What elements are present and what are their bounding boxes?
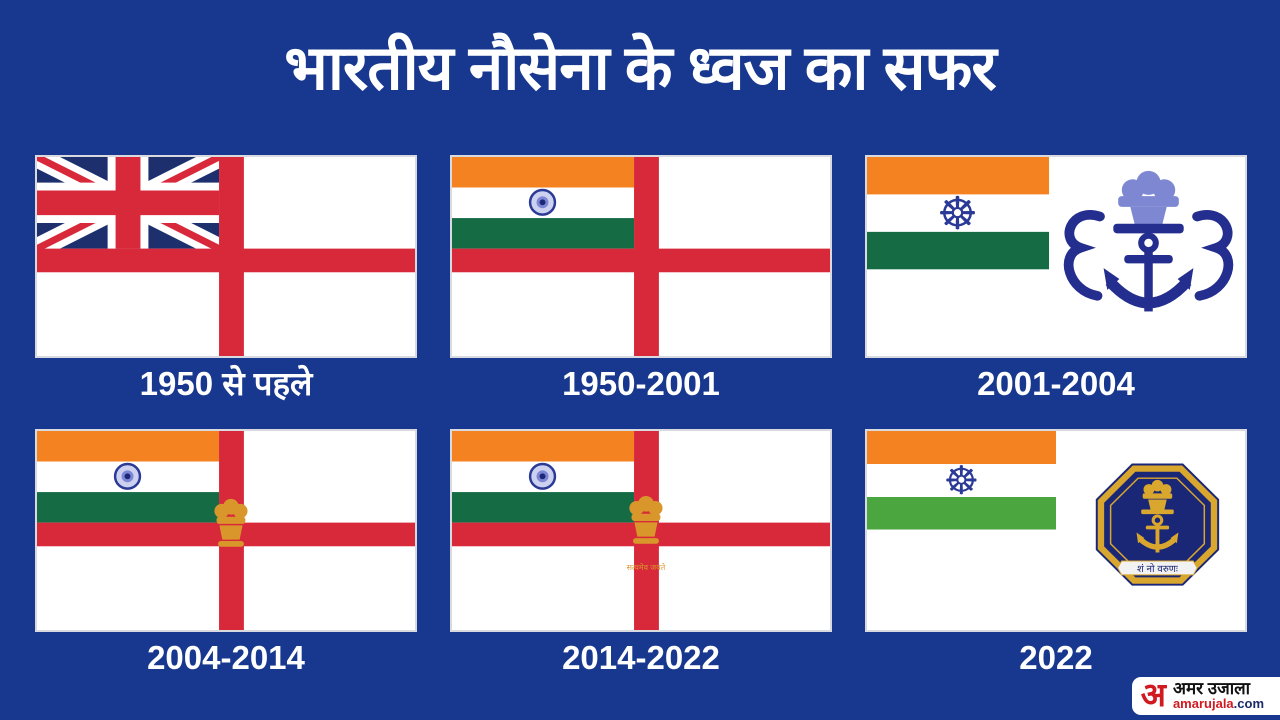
- ashoka-emblem-icon: [629, 495, 663, 544]
- tricolour-canton: ☸: [867, 431, 1056, 530]
- ashoka-chakra-icon: [528, 462, 557, 490]
- flag-white-ensign-ashoka-emblem-motto: सत्यमेव जयते: [450, 429, 832, 632]
- tricolour-canton: ☸: [867, 157, 1050, 270]
- flag-period-label: 2014-2022: [562, 639, 720, 676]
- st-george-cross: [452, 157, 830, 356]
- ashoka-emblem-icon: [214, 498, 248, 547]
- flag-card-2014-2022: सत्यमेव जयते 2014-2022: [450, 429, 832, 677]
- flag-grid: 1950 से पहले: [35, 155, 1247, 677]
- amarujala-name-hindi: अमर उजाला: [1172, 678, 1251, 698]
- ashoka-chakra-icon: ☸: [937, 188, 978, 239]
- tricolour-canton: [452, 157, 635, 249]
- flag-indian-white-ensign-1950: [450, 155, 832, 358]
- flag-card-2001-2004: ☸: [865, 155, 1247, 403]
- amarujala-logo: अ अमर उजाला amarujala.com: [1131, 676, 1280, 715]
- flag-period-label: 1950 से पहले: [139, 365, 313, 402]
- tricolour-canton: [452, 431, 635, 523]
- union-jack-canton: [37, 157, 224, 258]
- ashoka-chakra-icon: ☸: [944, 459, 980, 503]
- lion-capital: [1118, 170, 1179, 227]
- amarujala-domain-name: amarujala: [1172, 696, 1234, 712]
- gold-capital-anchor: [1136, 479, 1179, 553]
- naval-crest-icon: [1063, 170, 1234, 312]
- flag-card-2022: ☸: [865, 429, 1247, 677]
- page-title: भारतीय नौसेना के ध्वज का सफर: [284, 34, 997, 103]
- octagonal-crest-icon: शं नो वरुणः: [1095, 463, 1220, 586]
- flag-period-label: 1950-2001: [562, 365, 720, 402]
- satyameva-jayate-motto: सत्यमेव जयते: [627, 562, 666, 572]
- amarujala-domain: amarujala.com: [1173, 697, 1264, 711]
- flag-british-white-ensign: [35, 155, 417, 358]
- motto-banner: [1117, 560, 1198, 576]
- tricolour-canton: [37, 431, 220, 523]
- anchor: [1103, 223, 1194, 312]
- flag-tricolour-naval-crest: ☸: [865, 155, 1247, 358]
- ashoka-chakra-icon: [113, 462, 142, 490]
- flag-card-pre-1950: 1950 से पहले: [35, 155, 417, 403]
- flag-tricolour-octagonal-crest: ☸: [865, 429, 1247, 632]
- flag-white-ensign-ashoka-emblem: [35, 429, 417, 632]
- flag-card-1950-2001: 1950-2001: [450, 155, 832, 403]
- sham-no-varunah-motto: शं नो वरुणः: [1137, 563, 1179, 575]
- flag-period-label: 2004-2014: [147, 639, 305, 676]
- amarujala-mark-icon: अ: [1140, 676, 1166, 714]
- amarujala-domain-tld: .com: [1233, 696, 1264, 712]
- flag-period-label: 2001-2004: [977, 365, 1135, 402]
- ashoka-chakra-icon: [528, 188, 557, 216]
- flag-card-2004-2014: 2004-2014: [35, 429, 417, 677]
- flag-period-label: 2022: [1019, 639, 1093, 676]
- st-george-cross: [37, 157, 415, 356]
